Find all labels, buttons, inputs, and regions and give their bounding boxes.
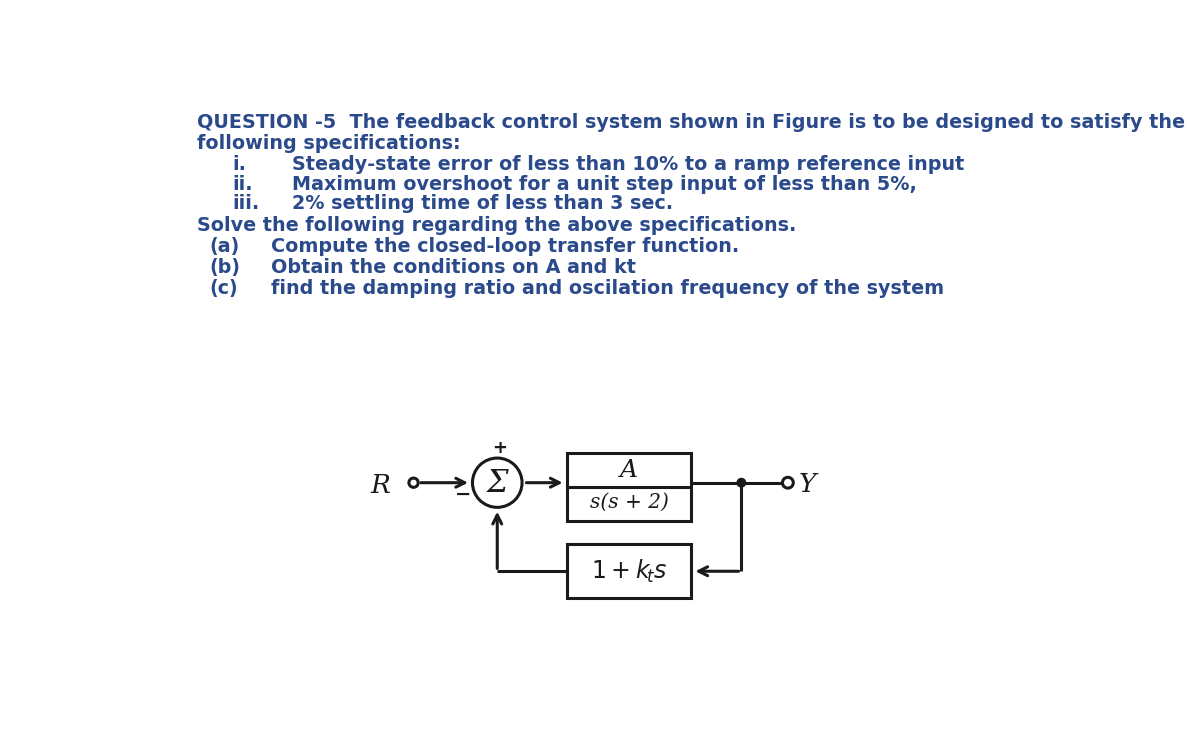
Text: Compute the closed-loop transfer function.: Compute the closed-loop transfer functio… [271, 237, 739, 256]
Text: A: A [620, 459, 638, 482]
Text: (a): (a) [209, 237, 239, 256]
Text: QUESTION -5  The feedback control system shown in Figure is to be designed to sa: QUESTION -5 The feedback control system … [196, 113, 1184, 132]
Text: ii.: ii. [232, 175, 253, 194]
Text: Steady-state error of less than 10% to a ramp reference input: Steady-state error of less than 10% to a… [292, 155, 965, 175]
Bar [567, 454, 691, 521]
Text: Σ: Σ [487, 468, 508, 499]
Text: Maximum overshoot for a unit step input of less than 5%,: Maximum overshoot for a unit step input … [292, 175, 917, 194]
Text: (c): (c) [209, 279, 238, 298]
Text: find the damping ratio and oscilation frequency of the system: find the damping ratio and oscilation fr… [271, 279, 944, 298]
Circle shape [737, 478, 746, 487]
Text: i.: i. [232, 155, 246, 175]
Text: −: − [455, 485, 470, 504]
Bar [567, 544, 691, 598]
Text: iii.: iii. [232, 194, 259, 213]
Text: +: + [492, 439, 507, 457]
Text: (b): (b) [209, 258, 240, 277]
Text: s(s + 2): s(s + 2) [589, 493, 669, 512]
Text: $1 + k_{\!t}s$: $1 + k_{\!t}s$ [590, 558, 666, 585]
Text: Y: Y [798, 472, 816, 496]
Text: following specifications:: following specifications: [196, 134, 460, 153]
Text: Obtain the conditions on A and kt: Obtain the conditions on A and kt [271, 258, 636, 277]
Text: R: R [371, 472, 391, 497]
Text: Solve the following regarding the above specifications.: Solve the following regarding the above … [196, 215, 796, 235]
Text: 2% settling time of less than 3 sec.: 2% settling time of less than 3 sec. [292, 194, 672, 213]
